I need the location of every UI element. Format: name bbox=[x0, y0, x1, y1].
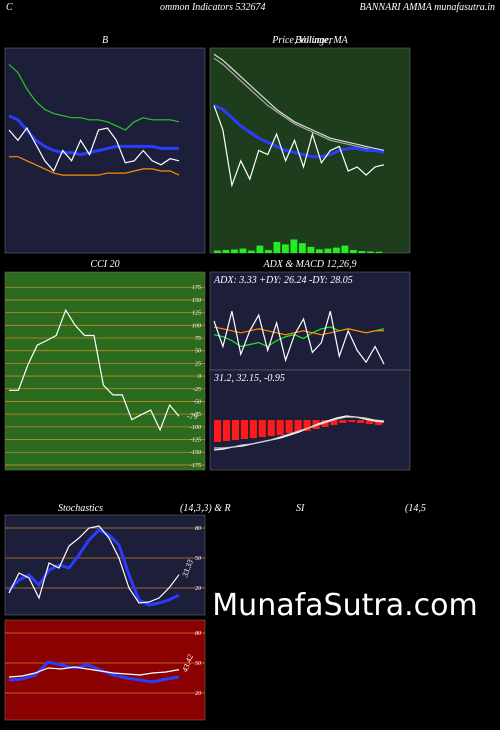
series-line bbox=[7, 528, 180, 607]
bar bbox=[294, 420, 302, 432]
y-tick-label: 0 bbox=[198, 374, 201, 380]
panel-title: B bbox=[102, 35, 108, 46]
series-line bbox=[8, 114, 179, 157]
bar bbox=[222, 250, 230, 253]
header-right: BANNARI AMMA munafasutra.in bbox=[360, 2, 495, 13]
bar bbox=[282, 244, 289, 253]
panel-title: ADX & MACD 12,26,9 bbox=[262, 259, 356, 270]
bar bbox=[214, 250, 221, 253]
y-tick-label: 100 bbox=[192, 323, 201, 329]
header-title: ommon Indicators 532674 bbox=[160, 2, 266, 13]
series-line bbox=[9, 156, 180, 176]
bar bbox=[366, 420, 374, 424]
panel-subtitle: 31.2, 32.15, -0.95 bbox=[213, 373, 285, 384]
series-line bbox=[213, 326, 384, 336]
bar bbox=[321, 420, 329, 427]
bar bbox=[330, 420, 338, 425]
series-line bbox=[214, 416, 385, 449]
y-tick-label: 75 bbox=[195, 336, 201, 342]
bar bbox=[231, 420, 240, 440]
bar bbox=[222, 420, 231, 441]
stoch-title: Stochastics bbox=[58, 503, 103, 514]
y-tick-label: 150 bbox=[192, 298, 201, 304]
panel bbox=[209, 271, 411, 371]
header-left: C bbox=[6, 2, 13, 13]
bar bbox=[375, 420, 383, 425]
series-line bbox=[8, 660, 180, 684]
bar bbox=[214, 420, 222, 442]
y-tick-label: 80 bbox=[195, 631, 201, 637]
series-line bbox=[213, 53, 385, 152]
series-line bbox=[213, 105, 385, 188]
bar bbox=[256, 245, 264, 253]
bar bbox=[341, 245, 349, 253]
y-tick-label: -50 bbox=[193, 399, 201, 405]
bar bbox=[358, 251, 366, 253]
bar bbox=[290, 239, 298, 253]
bar bbox=[267, 420, 275, 436]
bar bbox=[316, 249, 323, 253]
y-tick-label: 50 bbox=[195, 349, 201, 355]
rsi-title: SI bbox=[296, 503, 305, 514]
series-line bbox=[9, 308, 180, 432]
y-tick-label: 175 bbox=[192, 285, 201, 291]
y-tick-label: 80 bbox=[195, 526, 201, 532]
bar bbox=[265, 250, 272, 253]
watermark: MunafaSutra.com bbox=[212, 588, 477, 623]
panel-subtitle: ADX: 3.33 +DY: 26.24 -DY: 28.05 bbox=[213, 275, 353, 286]
bar bbox=[350, 250, 357, 253]
bar bbox=[357, 420, 365, 423]
bar bbox=[303, 420, 311, 431]
bar bbox=[367, 251, 374, 253]
bar bbox=[248, 250, 255, 253]
panel bbox=[4, 514, 206, 616]
bar bbox=[276, 420, 284, 435]
y-tick-label: 20 bbox=[195, 586, 201, 592]
bar bbox=[324, 248, 332, 253]
bar bbox=[273, 241, 281, 253]
bar bbox=[299, 243, 306, 253]
series-line bbox=[8, 126, 180, 173]
bar bbox=[231, 249, 238, 253]
y-tick-label: 50 bbox=[195, 556, 201, 562]
bar bbox=[307, 246, 315, 253]
y-tick-label: -25 bbox=[193, 387, 201, 393]
bar bbox=[333, 247, 340, 253]
panel-title: CCI 20 bbox=[90, 259, 119, 270]
series-line bbox=[8, 525, 180, 604]
panel-title: Price, Volume, MA bbox=[271, 35, 348, 46]
series-line bbox=[8, 666, 180, 678]
panel bbox=[4, 271, 206, 471]
y-tick-label: 25 bbox=[195, 361, 201, 367]
bar bbox=[240, 420, 248, 439]
bar bbox=[258, 420, 266, 437]
bar bbox=[239, 248, 247, 253]
panel-title: Bollinger bbox=[295, 35, 333, 46]
bar bbox=[375, 251, 383, 253]
series-line bbox=[213, 311, 385, 365]
y-tick-label: -75 bbox=[193, 412, 201, 418]
y-tick-label: -100 bbox=[190, 425, 201, 431]
bar bbox=[348, 420, 356, 422]
series-line bbox=[8, 63, 180, 131]
y-tick-label: -175 bbox=[190, 463, 201, 469]
y-tick-label: 125 bbox=[192, 311, 201, 317]
y-tick-label: -150 bbox=[190, 450, 201, 456]
stoch-title: (14,3,3) & R bbox=[180, 503, 231, 514]
bar bbox=[249, 420, 257, 438]
rsi-title: (14,5 bbox=[405, 503, 426, 514]
y-tick-label: 20 bbox=[195, 691, 201, 697]
y-tick-label: -125 bbox=[190, 438, 201, 444]
bar bbox=[339, 420, 347, 423]
y-tick-label: 50 bbox=[195, 661, 201, 667]
series-line bbox=[213, 57, 385, 154]
bar bbox=[285, 420, 293, 433]
value-label: -79 bbox=[187, 412, 198, 421]
